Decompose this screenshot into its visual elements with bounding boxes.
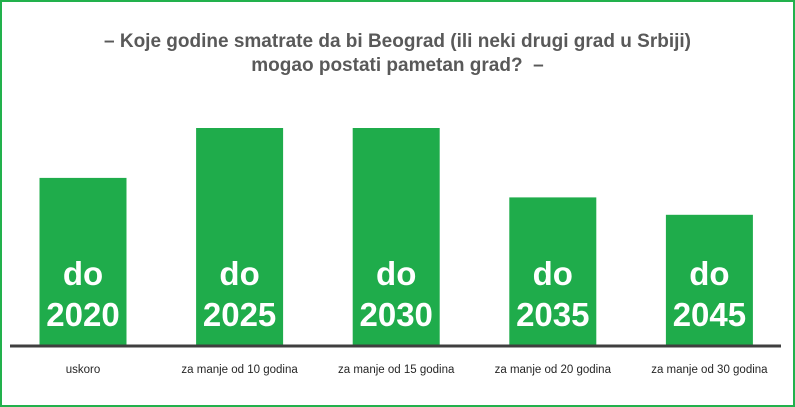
category-label-5: za manje od 30 godina — [651, 364, 768, 376]
category-label-3: za manje od 15 godina — [338, 364, 455, 376]
bar-5-label-line-2: 2045 — [673, 296, 746, 333]
bar-3 — [352, 128, 440, 345]
bar-5-label-line-1: do — [689, 255, 729, 292]
category-label-4: za manje od 20 godina — [495, 364, 612, 376]
bar-1-label-line-2: 2020 — [46, 296, 119, 333]
chart-title-line-1: – Koje godine smatrate da bi Beograd (il… — [104, 31, 691, 52]
bar-3-label-line-2: 2030 — [359, 296, 432, 333]
bar-5 — [665, 214, 753, 345]
bars-group: do 2020 do 2025 do 2030 do 2035 do 2045 — [39, 128, 753, 345]
chart-title: – Koje godine smatrate da bi Beograd (il… — [0, 30, 795, 78]
bar-4 — [509, 197, 597, 345]
category-label-1: uskoro — [66, 364, 101, 376]
category-label-2: za manje od 10 godina — [181, 364, 298, 376]
bar-1 — [39, 177, 127, 345]
bar-3-label-line-1: do — [376, 255, 416, 292]
bar-4-label-line-2: 2035 — [516, 296, 589, 333]
bar-2 — [196, 128, 284, 345]
bar-2-label-line-1: do — [219, 255, 259, 292]
bar-4-label-line-1: do — [533, 255, 573, 292]
category-labels-group: uskoro za manje od 10 godina za manje od 1… — [66, 364, 768, 376]
bar-1-label-line-1: do — [63, 255, 103, 292]
chart-title-line-2: mogao postati pametan grad? – — [251, 55, 544, 76]
bar-2-label-line-2: 2025 — [203, 296, 276, 333]
